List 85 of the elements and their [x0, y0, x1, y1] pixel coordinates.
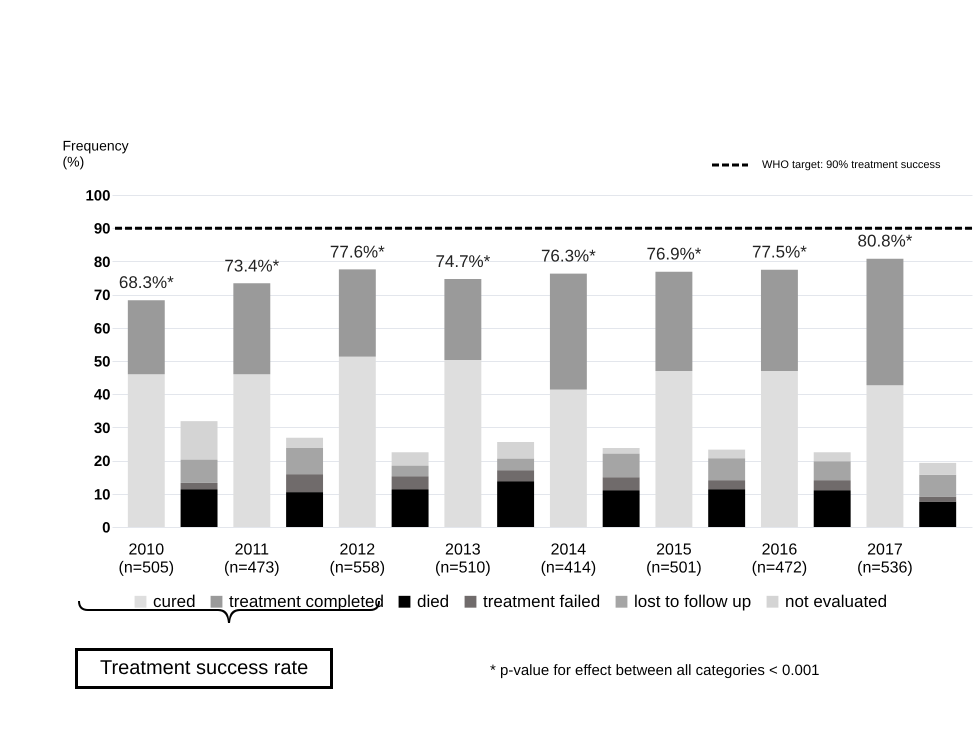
legend-label: treatment failed — [483, 592, 600, 611]
bar — [286, 492, 324, 527]
bar — [602, 477, 640, 490]
bar — [919, 462, 956, 475]
y-tick-label: 30 — [94, 420, 110, 437]
y-tick-label: 80 — [94, 254, 110, 271]
bar — [655, 272, 692, 371]
y-tick-label: 70 — [94, 287, 110, 304]
legend-label: died — [417, 592, 450, 611]
legend-label: WHO target: 90% treatment success — [762, 159, 942, 171]
total-label: 77.6%* — [330, 242, 386, 262]
bar — [708, 489, 746, 527]
total-label: 80.8%* — [858, 232, 913, 251]
y-tick-label: 20 — [94, 453, 110, 470]
bar — [708, 450, 746, 458]
bar — [286, 448, 324, 475]
bar — [550, 390, 587, 527]
x-tick-label: 2015 (n=501) — [646, 542, 702, 576]
bar — [602, 490, 640, 527]
total-label: 76.3%* — [540, 246, 596, 266]
bar — [708, 458, 746, 481]
total-label: 76.9%* — [646, 244, 702, 264]
bar — [338, 269, 376, 357]
bar — [497, 470, 534, 482]
bar — [392, 489, 429, 527]
bar — [760, 270, 798, 371]
y-tick-label: 90 — [94, 220, 110, 238]
bar — [655, 370, 692, 527]
bar — [444, 278, 482, 360]
y-tick-label: 100 — [85, 188, 110, 204]
y-tick-label: 0 — [102, 520, 110, 536]
x-tick-label: 2011 (n=473) — [224, 542, 280, 576]
bar — [550, 274, 587, 390]
y-tick-label: 40 — [94, 386, 110, 404]
bar — [919, 496, 956, 502]
bar — [497, 442, 534, 459]
bar — [919, 474, 956, 497]
x-tick-label: 2014 (n=414) — [540, 542, 596, 576]
bar — [392, 452, 429, 466]
x-tick-label: 2016 (n=472) — [752, 542, 808, 576]
y-tick-label: 60 — [94, 320, 110, 338]
bar — [814, 480, 851, 490]
bar — [708, 480, 746, 490]
bar — [602, 448, 640, 454]
bar — [233, 374, 270, 527]
x-tick-label: 2012 (n=558) — [330, 542, 386, 576]
bar — [180, 460, 218, 483]
x-tick-label: 2010 (n=505) — [118, 542, 174, 576]
bar — [602, 454, 640, 478]
bar — [497, 458, 534, 470]
bar — [286, 474, 324, 492]
bar — [814, 461, 851, 481]
x-tick-label: 2017 (n=536) — [857, 542, 913, 576]
bar — [180, 482, 218, 490]
total-label: 74.7%* — [435, 252, 491, 271]
bar — [919, 502, 956, 527]
bar — [392, 476, 429, 490]
bar — [866, 385, 904, 527]
total-label: 77.5%* — [752, 242, 808, 262]
bar — [866, 258, 904, 386]
total-label: 73.4%* — [224, 256, 280, 276]
y-axis-title: Frequency (%) — [62, 138, 129, 170]
legend-label: lost to follow up — [634, 592, 752, 611]
y-tick-label: 50 — [94, 354, 110, 370]
legend-label: treatment completed — [229, 592, 384, 611]
bar — [180, 489, 218, 527]
bar — [444, 360, 482, 527]
x-tick-label: 2013 (n=510) — [435, 542, 491, 576]
bar — [286, 438, 324, 448]
bar — [338, 356, 376, 527]
total-label: 68.3%* — [118, 273, 174, 292]
bar — [233, 283, 270, 374]
bar — [392, 466, 429, 476]
legend-label: not evaluated — [785, 592, 888, 611]
text: * p-value for effect between all categories < 0.001 — [490, 662, 820, 679]
bar — [128, 374, 165, 527]
bar — [180, 421, 218, 460]
bar — [814, 452, 851, 462]
bar — [814, 490, 851, 527]
text: Treatment success rate — [75, 648, 334, 689]
y-tick-label: 10 — [94, 486, 110, 504]
bar — [760, 370, 798, 527]
legend-label: cured — [153, 592, 196, 611]
bar — [497, 482, 534, 527]
bar — [128, 300, 165, 374]
